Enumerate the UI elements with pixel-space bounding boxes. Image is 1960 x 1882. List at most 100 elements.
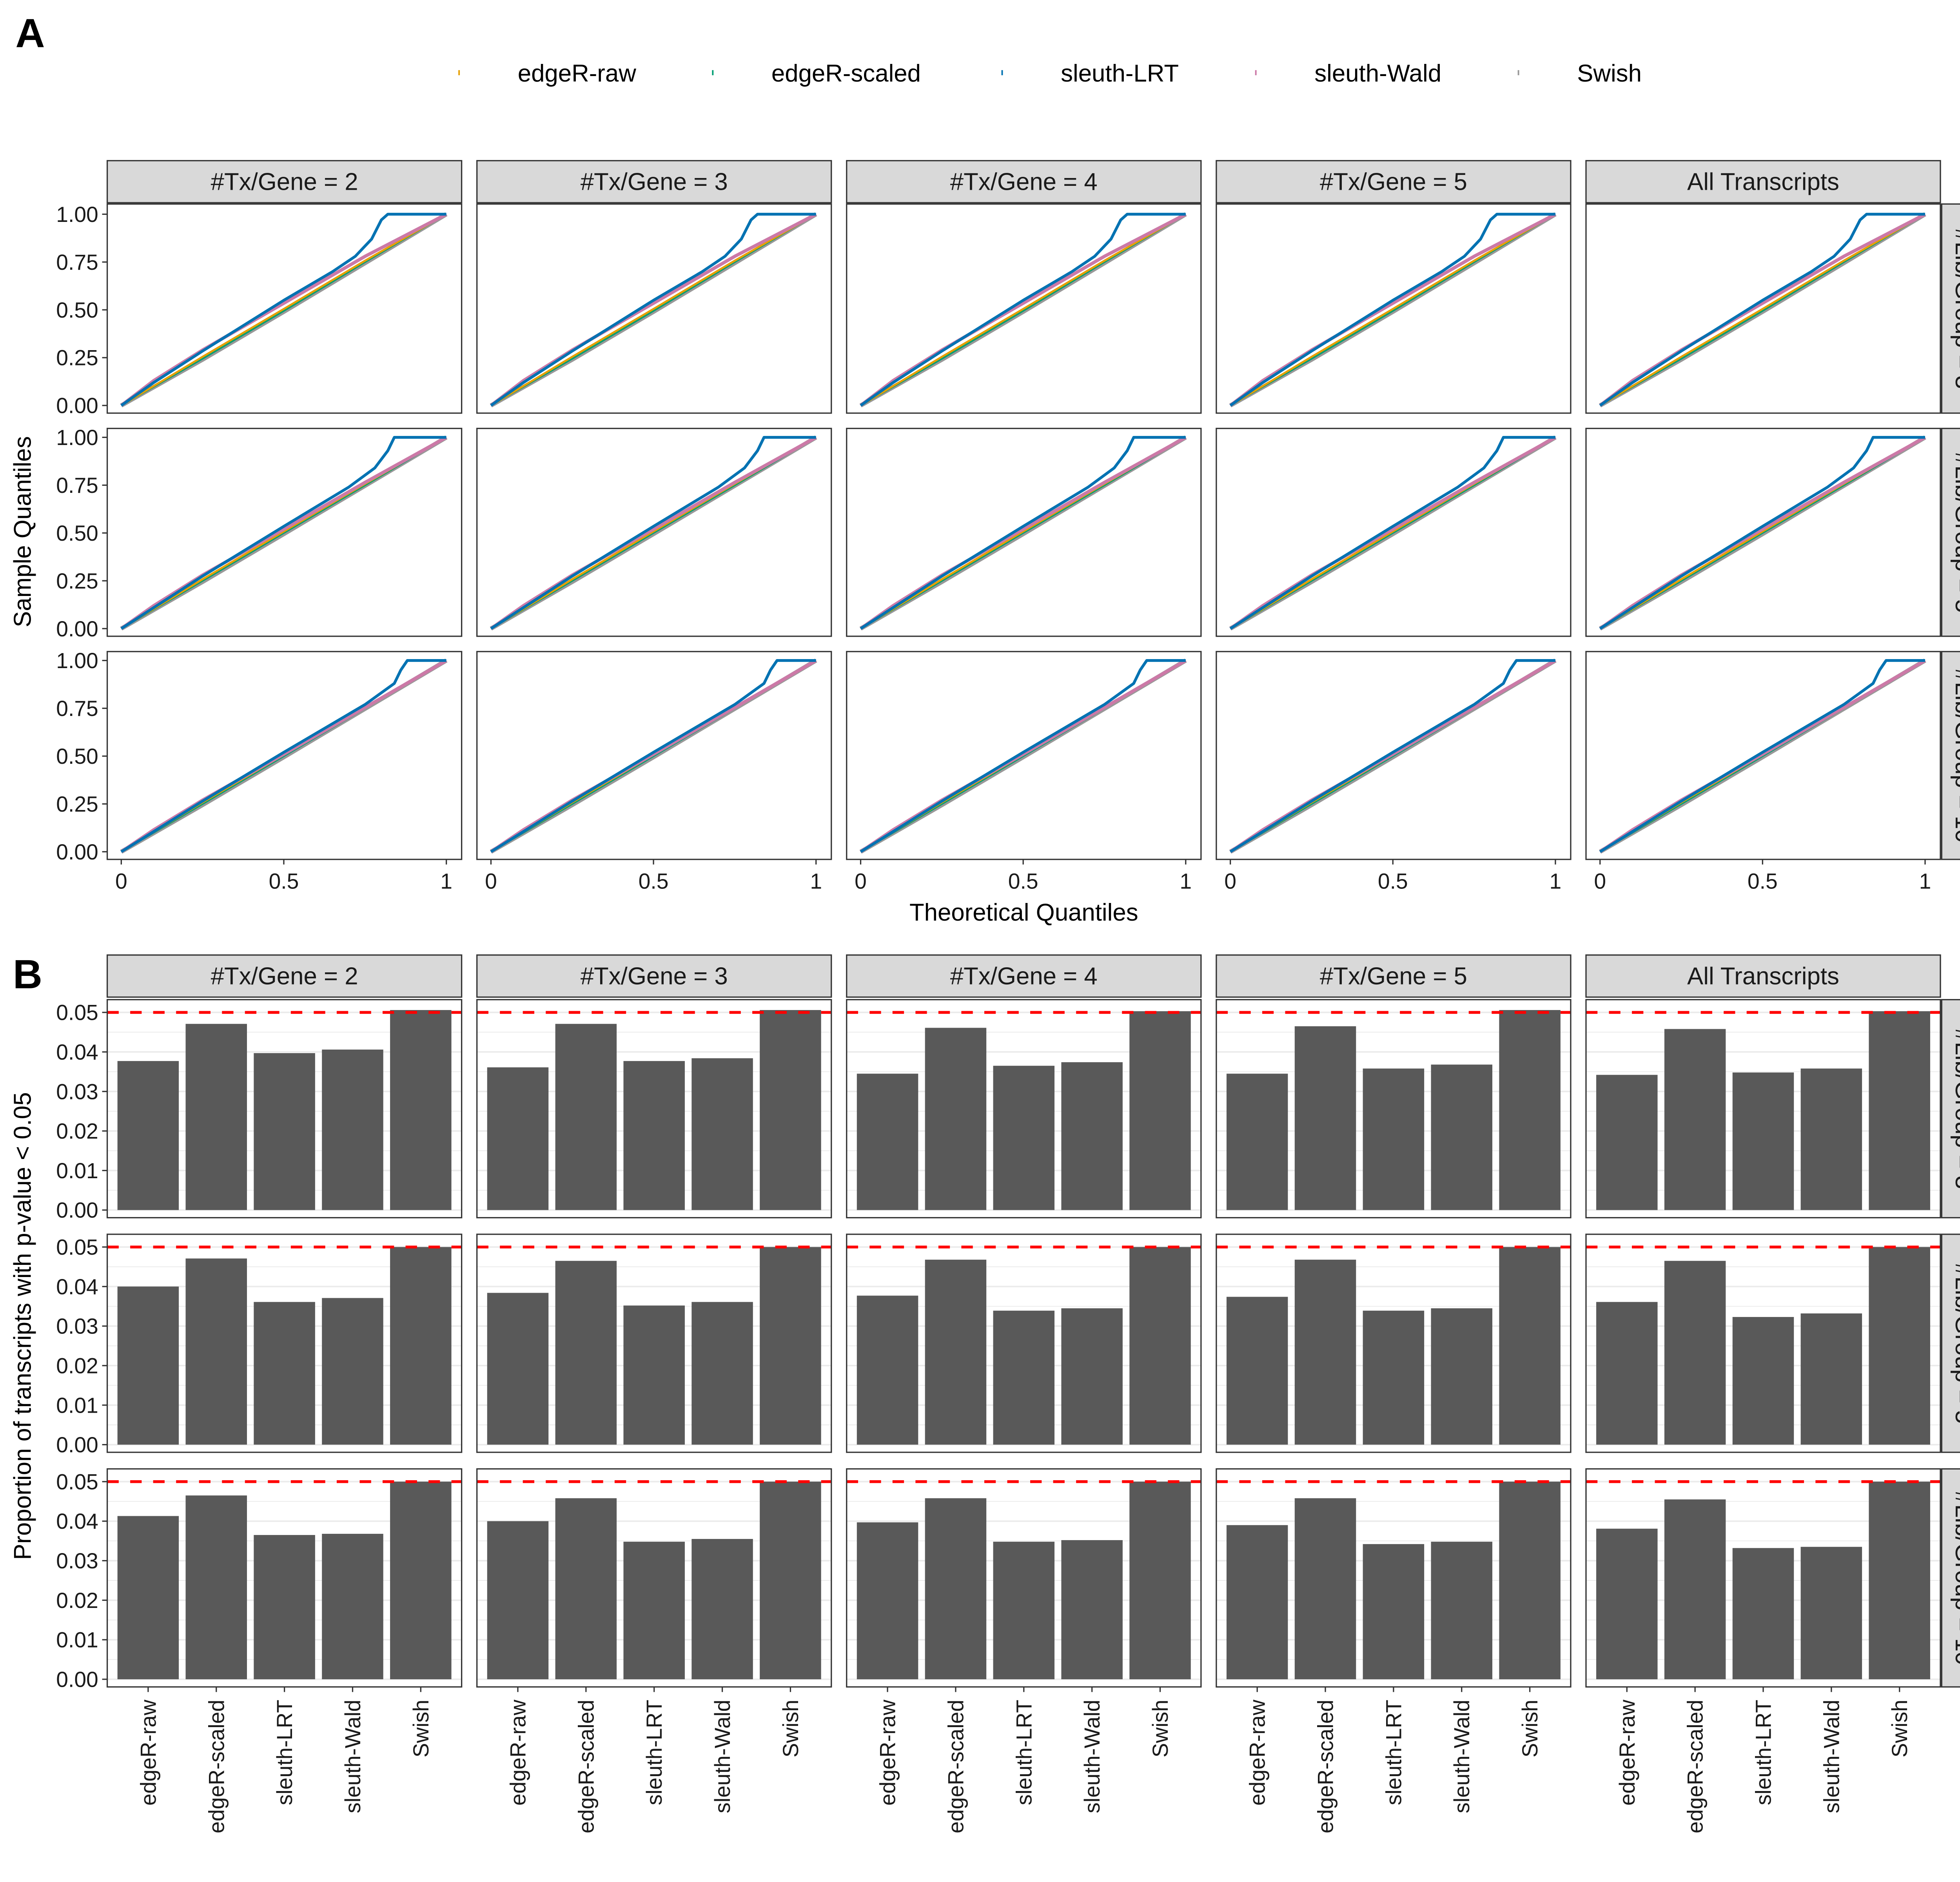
facet-strip-b	[476, 954, 832, 998]
bar-swish	[1499, 1481, 1561, 1679]
x-tick-label: 0.5	[269, 869, 299, 894]
bar-edger-raw	[487, 1067, 549, 1210]
qq-panel	[476, 651, 832, 860]
bar-edger-scaled	[925, 1259, 987, 1445]
y-tick-label: 0.02	[56, 1119, 98, 1143]
bar-edger-scaled	[1664, 1499, 1726, 1679]
x-tick-label: sleuth-LRT	[1381, 1700, 1406, 1805]
qq-panel	[106, 203, 463, 414]
y-tick-label: 0.75	[56, 250, 98, 274]
x-axis-title: Theoretical Quantiles	[909, 899, 1138, 926]
bar-edger-raw	[857, 1295, 918, 1445]
x-tick-label: edgeR-raw	[136, 1699, 160, 1806]
y-tick-label: 0.75	[56, 473, 98, 498]
bar-panel	[846, 999, 1202, 1219]
qq-line-sleuth-lrt	[860, 436, 1186, 630]
row-strip-label: #Lib/Group = 10	[1950, 1491, 1960, 1665]
x-tick-label: Swish	[1887, 1700, 1912, 1757]
legend-label: edgeR-raw	[518, 60, 636, 87]
panel-border	[106, 999, 463, 1219]
y-tick-label: 0.04	[56, 1275, 98, 1299]
bar-sleuth-wald	[1431, 1542, 1492, 1679]
bar-panel	[1216, 1468, 1572, 1688]
y-tick-label: 0.50	[56, 744, 98, 768]
y-tick-label: 0.00	[56, 840, 98, 864]
y-tick-label: 0.02	[56, 1588, 98, 1613]
bar-sleuth-wald	[1061, 1540, 1123, 1679]
legend-key-edger-scaled	[712, 70, 714, 75]
y-axis-title: Sample Quantiles	[9, 436, 36, 627]
qq-panel	[1585, 651, 1941, 860]
qq-panel	[1585, 203, 1941, 414]
bar-edger-raw	[1226, 1074, 1288, 1210]
bar-edger-scaled	[1294, 1498, 1356, 1679]
x-tick-label: edgeR-scaled	[204, 1700, 229, 1833]
bar-edger-raw	[117, 1286, 179, 1445]
bar-swish	[390, 1481, 452, 1679]
y-tick-label: 0.00	[56, 394, 98, 418]
facet-strip-a	[1216, 160, 1572, 203]
legend-label: edgeR-scaled	[771, 60, 921, 87]
qq-panel	[106, 651, 463, 860]
bar-edger-raw	[487, 1521, 549, 1679]
x-tick-label: sleuth-LRT	[1012, 1700, 1036, 1805]
facet-strip-label: #Tx/Gene = 2	[211, 169, 358, 196]
qq-line-sleuth-lrt	[120, 213, 446, 407]
bar-sleuth-lrt	[1732, 1317, 1794, 1445]
x-tick-label: edgeR-raw	[1245, 1699, 1270, 1806]
bar-swish	[1499, 1010, 1561, 1210]
bar-edger-raw	[857, 1522, 918, 1679]
legend-key-edger-raw	[458, 70, 460, 75]
qq-panel	[1585, 428, 1941, 637]
y-tick-label: 0.75	[56, 696, 98, 721]
facet-strip-label: #Tx/Gene = 3	[581, 169, 728, 196]
y-tick-label: 0.25	[56, 792, 98, 816]
bar-sleuth-wald	[1061, 1308, 1123, 1445]
y-tick-label: 0.03	[56, 1314, 98, 1339]
bar-panel	[476, 1468, 832, 1688]
x-tick-label: 1	[1550, 869, 1562, 894]
bar-edger-scaled	[555, 1498, 617, 1679]
y-tick-label: 0.00	[56, 617, 98, 641]
bar-edger-raw	[1596, 1075, 1658, 1210]
bar-sleuth-wald	[322, 1298, 383, 1445]
bar-panel	[1585, 1468, 1941, 1688]
x-tick-label: Swish	[779, 1700, 803, 1757]
bar-swish	[1129, 1481, 1191, 1679]
x-tick-label: sleuth-Wald	[710, 1700, 735, 1813]
panel-border	[106, 1233, 463, 1453]
y-tick-label: 0.01	[56, 1628, 98, 1652]
bar-edger-raw	[1596, 1528, 1658, 1679]
x-tick-label: edgeR-scaled	[944, 1700, 968, 1833]
x-tick-label: sleuth-LRT	[1751, 1700, 1775, 1805]
bar-edger-scaled	[1664, 1261, 1726, 1445]
y-tick-label: 0.04	[56, 1040, 98, 1064]
facet-strip-label: #Tx/Gene = 4	[950, 963, 1098, 990]
x-tick-label: 0	[855, 869, 867, 894]
x-tick-label: sleuth-LRT	[642, 1700, 666, 1805]
bar-sleuth-lrt	[993, 1542, 1055, 1679]
bar-edger-raw	[487, 1293, 549, 1445]
legend-key-sleuth-wald	[1255, 70, 1257, 75]
x-tick-label: 0	[1224, 869, 1236, 894]
bar-edger-scaled	[925, 1498, 987, 1679]
x-tick-label: 0.5	[1748, 869, 1778, 894]
bar-sleuth-wald	[1800, 1547, 1862, 1679]
y-tick-label: 0.02	[56, 1353, 98, 1378]
panel-border	[476, 1233, 832, 1453]
bar-sleuth-lrt	[1732, 1548, 1794, 1679]
panel-border	[1216, 1233, 1572, 1453]
x-tick-label: 1	[810, 869, 822, 894]
qq-line-edger-raw	[1599, 213, 1926, 407]
y-tick-label: 0.05	[56, 1470, 98, 1494]
x-tick-label: Swish	[409, 1700, 433, 1757]
bar-sleuth-lrt	[1363, 1544, 1425, 1679]
bar-edger-raw	[1226, 1525, 1288, 1679]
bar-sleuth-lrt	[254, 1302, 315, 1445]
row-strip-label: #Lib/Group = 5	[1950, 1263, 1960, 1424]
facet-strip-label: All Transcripts	[1687, 963, 1839, 990]
row-strip-a	[1941, 203, 1960, 414]
facet-strip-label: #Tx/Gene = 5	[1320, 963, 1467, 990]
bar-sleuth-lrt	[623, 1305, 685, 1445]
